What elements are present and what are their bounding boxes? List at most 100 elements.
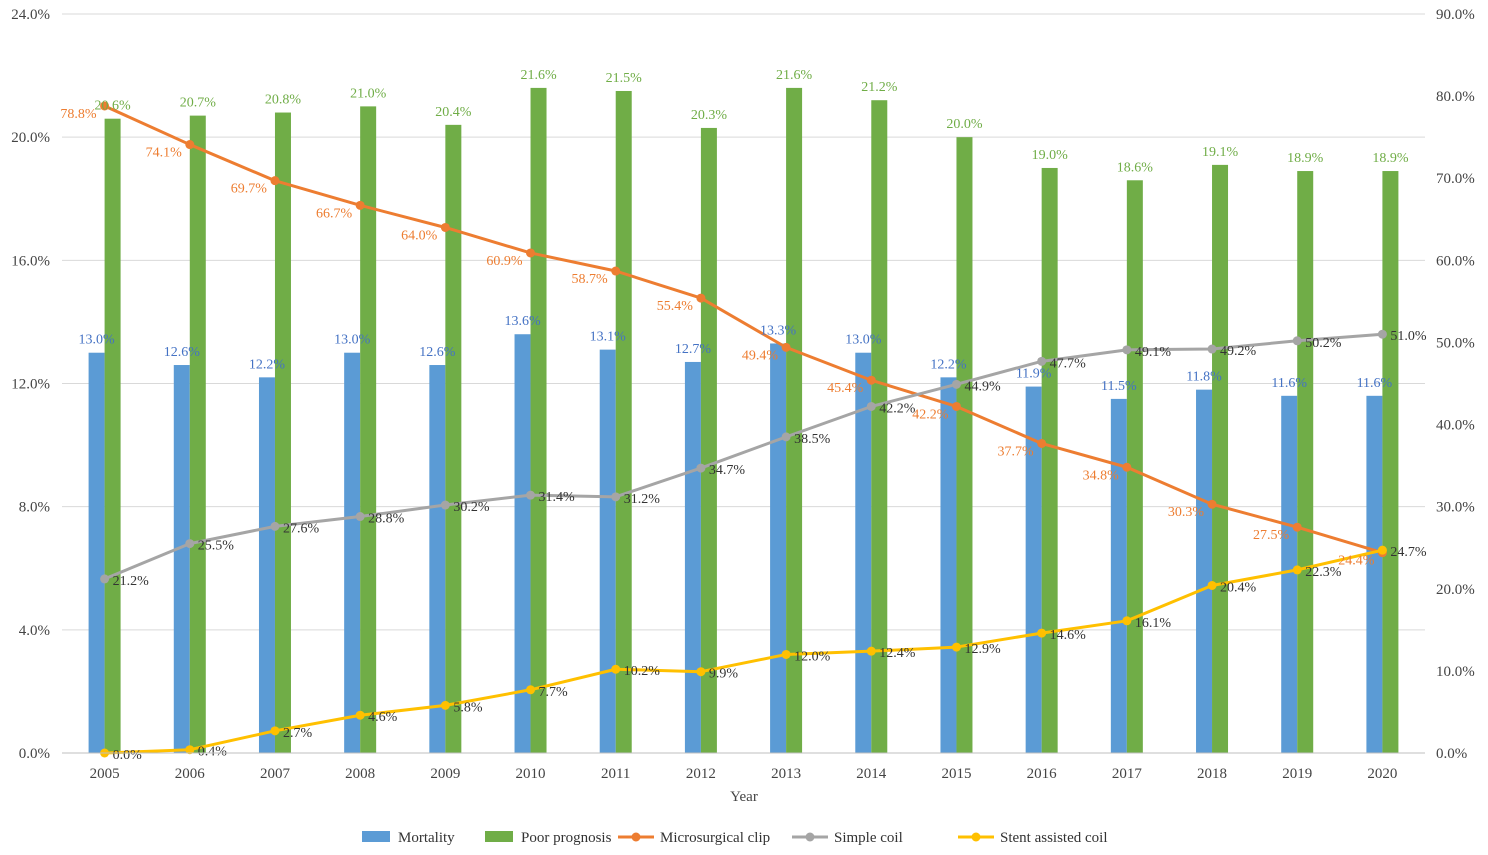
x-axis-tick: 2016 [1027,766,1058,782]
bar-poor-prognosis [1212,164,1229,754]
data-label-stent-assisted-coil: 4.6% [368,710,398,725]
bar-mortality [770,343,787,753]
data-label-poor-prognosis: 20.4% [435,105,472,120]
point-microsurgical-clip [526,248,536,258]
bar-mortality [173,365,190,753]
point-stent-assisted-coil [185,745,195,755]
point-stent-assisted-coil [1122,616,1132,626]
x-axis-tick: 2006 [175,766,206,782]
data-label-stent-assisted-coil: 12.4% [879,646,916,661]
legend-marker-microsurgical-clip [631,832,641,842]
right-axis-tick: 80.0% [1436,89,1475,105]
x-axis-tick: 2005 [90,766,120,782]
data-label-poor-prognosis: 19.1% [1202,145,1239,160]
legend-label-microsurgical-clip: Microsurgical clip [660,830,770,846]
point-microsurgical-clip [100,101,110,111]
data-label-stent-assisted-coil: 5.8% [453,700,483,715]
x-axis-tick: 2017 [1112,766,1143,782]
data-label-simple-coil: 49.2% [1220,344,1257,359]
data-label-stent-assisted-coil: 0.4% [198,745,228,760]
point-microsurgical-clip [611,266,621,276]
x-axis-tick: 2010 [516,766,546,782]
data-label-mortality: 12.2% [249,357,286,372]
bar-poor-prognosis [274,112,291,754]
point-stent-assisted-coil [1292,565,1302,575]
point-simple-coil [1207,344,1217,354]
data-label-mortality: 13.1% [590,330,627,345]
bar-poor-prognosis [530,87,547,753]
data-label-poor-prognosis: 21.0% [350,86,387,101]
bar-poor-prognosis [871,100,888,753]
right-axis-tick: 60.0% [1436,253,1475,269]
right-axis-tick: 40.0% [1436,418,1475,434]
right-axis-tick: 20.0% [1436,582,1475,598]
point-simple-coil [1122,345,1132,355]
data-label-microsurgical-clip: 24.4% [1338,554,1375,569]
point-microsurgical-clip [355,200,365,210]
data-label-microsurgical-clip: 69.7% [231,182,268,197]
bar-poor-prognosis [189,115,206,754]
point-stent-assisted-coil [355,710,365,720]
data-label-microsurgical-clip: 58.7% [572,272,609,287]
x-axis-tick: 2018 [1197,766,1227,782]
data-label-poor-prognosis: 21.6% [520,68,557,83]
data-label-mortality: 12.6% [164,345,201,360]
left-axis-tick: 4.0% [19,623,50,639]
bar-poor-prognosis [1382,171,1399,754]
point-simple-coil [696,463,706,473]
data-label-simple-coil: 49.1% [1135,345,1172,360]
point-stent-assisted-coil [1207,580,1217,590]
data-label-mortality: 13.6% [504,314,541,329]
bars [88,87,1399,754]
legend-label-simple-coil: Simple coil [834,830,903,846]
x-axis-tick: 2019 [1282,766,1312,782]
point-microsurgical-clip [781,342,791,352]
data-label-mortality: 11.8% [1186,370,1222,385]
data-label-microsurgical-clip: 45.4% [827,381,864,396]
data-label-microsurgical-clip: 64.0% [401,228,438,243]
point-simple-coil [440,500,450,510]
data-label-microsurgical-clip: 37.7% [997,444,1034,459]
point-microsurgical-clip [866,375,876,385]
bar-poor-prognosis [1041,167,1058,754]
bar-poor-prognosis [700,127,717,753]
bar-mortality [940,377,957,753]
data-label-simple-coil: 44.9% [964,379,1001,394]
right-axis-tick: 30.0% [1436,500,1475,516]
point-simple-coil [1037,356,1047,366]
data-label-simple-coil: 25.5% [198,539,235,554]
point-microsurgical-clip [1122,462,1132,472]
data-label-simple-coil: 42.2% [879,401,916,416]
data-label-stent-assisted-coil: 10.2% [624,664,661,679]
point-stent-assisted-coil [1377,545,1387,555]
bar-mortality [88,352,105,753]
data-label-mortality: 11.6% [1357,376,1393,391]
data-label-simple-coil: 38.5% [794,432,831,447]
x-axis-tick: 2012 [686,766,716,782]
data-label-stent-assisted-coil: 14.6% [1050,628,1087,643]
left-axis-tick: 8.0% [19,500,50,516]
left-axis-tick: 20.0% [11,130,50,146]
data-label-microsurgical-clip: 74.1% [146,146,183,161]
bar-mortality [599,349,616,753]
data-label-stent-assisted-coil: 22.3% [1305,565,1342,580]
data-label-poor-prognosis: 21.2% [861,80,898,95]
legend-swatch-mortality [362,831,390,842]
right-axis-tick: 10.0% [1436,664,1475,680]
x-axis-tick: 2013 [771,766,801,782]
data-label-poor-prognosis: 18.6% [1117,160,1154,175]
data-label-mortality: 13.0% [79,333,116,348]
bar-poor-prognosis [445,124,462,754]
bar-poor-prognosis [956,137,973,753]
series-lines [100,101,1387,758]
data-label-poor-prognosis: 19.0% [1032,148,1069,163]
data-label-poor-prognosis: 18.9% [1287,151,1324,166]
left-axis-tick: 0.0% [19,746,50,762]
data-label-simple-coil: 51.0% [1390,329,1427,344]
x-axis-tick: 2011 [601,766,630,782]
data-label-microsurgical-clip: 34.8% [1083,468,1120,483]
data-label-microsurgical-clip: 60.9% [486,254,523,269]
data-label-mortality: 12.2% [930,357,967,372]
data-label-microsurgical-clip: 42.2% [912,407,949,422]
